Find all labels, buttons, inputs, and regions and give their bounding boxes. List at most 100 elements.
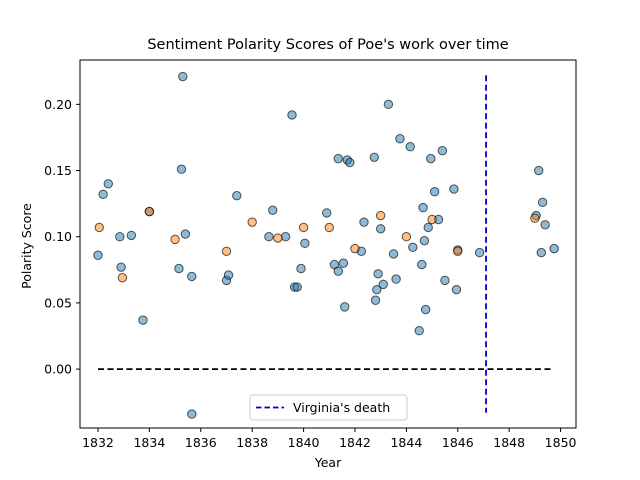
data-point: [232, 190, 242, 201]
data-point: [144, 206, 155, 217]
x-tick-label: 1838: [236, 435, 268, 450]
x-tick-label: 1844: [390, 435, 422, 450]
data-point: [298, 222, 309, 233]
data-point: [437, 145, 448, 156]
data-point: [536, 247, 547, 258]
x-tick-label: 1846: [442, 435, 474, 450]
data-point: [440, 275, 450, 286]
data-point: [401, 232, 412, 242]
data-point: [420, 304, 431, 315]
data-point: [359, 217, 369, 227]
data-point: [375, 210, 386, 221]
data-point: [103, 179, 113, 189]
data-point: [176, 164, 187, 174]
data-point: [372, 284, 382, 295]
axes-frame: [79, 59, 577, 429]
data-point: [296, 263, 306, 274]
data-point: [391, 274, 401, 284]
data-point: [405, 142, 415, 152]
data-point: [221, 246, 232, 256]
data-point: [419, 235, 430, 246]
data-point: [453, 246, 463, 256]
data-point: [247, 217, 257, 227]
data-point: [98, 189, 108, 200]
y-tick-label: 0.15: [44, 163, 72, 178]
data-point: [408, 242, 418, 253]
legend-box: [249, 394, 408, 421]
data-point: [223, 270, 234, 280]
data-point: [350, 243, 360, 254]
data-point: [449, 184, 459, 194]
data-point: [187, 271, 197, 282]
data-point: [174, 263, 184, 274]
x-tick-label: 1834: [133, 435, 165, 450]
legend: Virginia's death: [249, 394, 408, 421]
data-point: [414, 326, 424, 336]
data-point: [338, 258, 349, 268]
data-point: [426, 153, 436, 164]
data-point: [287, 110, 297, 120]
data-point: [187, 409, 197, 419]
data-point: [370, 295, 381, 305]
data-point: [116, 262, 126, 272]
data-point: [333, 153, 343, 164]
data-point: [340, 302, 350, 312]
data-point: [300, 238, 310, 249]
data-point: [395, 134, 405, 144]
data-point: [115, 232, 125, 242]
data-point: [530, 213, 540, 223]
x-axis: 1832 1834 1836 1838 1840 1842 1844 1846 1848 1850: [82, 428, 577, 450]
data-point: [373, 269, 383, 279]
data-point: [474, 247, 485, 258]
data-point: [93, 250, 103, 260]
x-tick-label: 1836: [185, 435, 217, 450]
data-point: [126, 230, 137, 241]
x-tick-label: 1842: [339, 435, 371, 450]
y-tick-label: 0.20: [44, 97, 72, 112]
data-point: [369, 152, 379, 162]
data-point: [451, 284, 462, 295]
data-point: [540, 220, 550, 230]
x-tick-label: 1850: [545, 435, 577, 450]
plot-area: [93, 71, 559, 419]
data-point: [378, 279, 388, 290]
data-point: [268, 205, 278, 215]
data-point: [273, 233, 283, 243]
chart-title: Sentiment Polarity Scores of Poe's work …: [147, 37, 508, 53]
data-point: [375, 224, 386, 234]
data-point: [180, 229, 191, 239]
data-point: [388, 249, 399, 259]
y-axis-label: Polarity Score: [19, 203, 34, 289]
data-point: [417, 259, 427, 270]
data-point: [345, 157, 355, 168]
x-tick-label: 1832: [82, 435, 114, 450]
data-point: [280, 232, 291, 242]
data-point: [264, 232, 274, 242]
x-tick-label: 1848: [493, 435, 525, 450]
data-point: [418, 202, 428, 213]
x-axis-label: Year: [314, 455, 342, 470]
data-point: [534, 165, 544, 176]
y-tick-label: 0.05: [44, 295, 72, 310]
legend-label-virginia-death: Virginia's death: [293, 400, 390, 415]
x-tick-label: 1840: [288, 435, 320, 450]
data-point: [94, 222, 104, 233]
y-tick-label: 0.00: [44, 362, 72, 377]
data-point: [549, 243, 559, 254]
y-axis: 0.00 0.05 0.10 0.15 0.20: [44, 97, 80, 377]
data-point: [537, 197, 548, 208]
data-point: [324, 222, 334, 233]
data-point: [322, 208, 332, 218]
data-point: [429, 187, 440, 197]
data-point: [423, 222, 433, 233]
data-point: [138, 315, 148, 325]
data-point: [427, 214, 437, 225]
data-point: [383, 99, 394, 110]
data-point: [333, 266, 343, 276]
data-point: [170, 234, 180, 245]
y-tick-label: 0.10: [44, 229, 72, 244]
data-point: [292, 282, 302, 292]
data-point: [178, 71, 188, 82]
data-point: [117, 273, 128, 283]
